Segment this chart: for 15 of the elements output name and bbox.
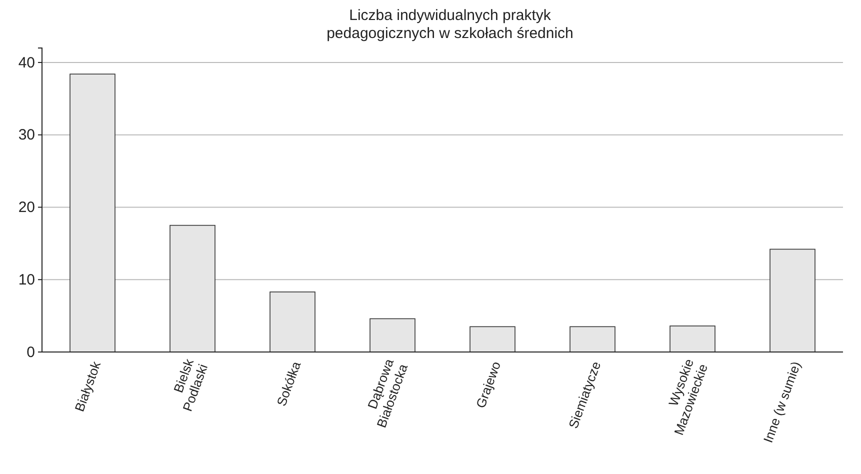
bar: [370, 318, 416, 352]
bar: [670, 326, 716, 352]
y-tick-label: 20: [18, 199, 35, 216]
bar: [270, 292, 316, 352]
bar: [570, 326, 616, 352]
bar: [70, 74, 116, 352]
bar: [770, 248, 816, 352]
x-tick-label: Inne (w sumie): [760, 359, 804, 445]
y-tick-label: 0: [26, 344, 35, 361]
chart-title: Liczba indywidualnych praktyk pedagogicznych w szkołach średnich: [326, 7, 574, 42]
y-tick-label: 10: [18, 271, 35, 288]
y-tick-label: 40: [18, 54, 35, 72]
y-tick-label: 30: [18, 126, 35, 144]
bar: [470, 326, 516, 352]
bar: [170, 224, 216, 352]
